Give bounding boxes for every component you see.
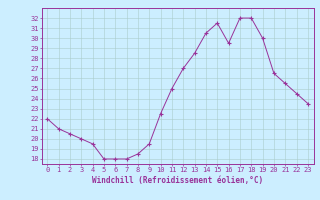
X-axis label: Windchill (Refroidissement éolien,°C): Windchill (Refroidissement éolien,°C) bbox=[92, 176, 263, 185]
